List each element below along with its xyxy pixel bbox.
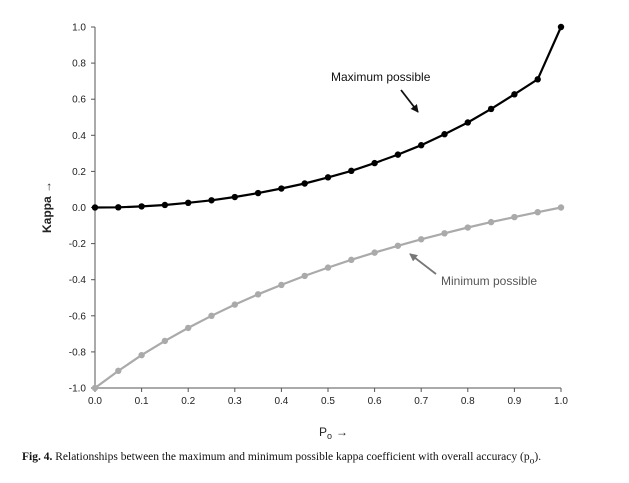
data-point (278, 281, 285, 289)
kappa-chart: 0.0 0.1 0.2 0.3 0.4 0.5 0.6 0.7 0.8 0.9 1.0 1.0 0.8… (40, 23, 568, 441)
y-tick-label: 0.6 (72, 95, 86, 106)
data-point (371, 159, 378, 167)
series-minimum (91, 204, 565, 392)
data-point (557, 204, 565, 211)
data-point (301, 272, 308, 280)
data-point (534, 208, 541, 216)
y-tick-label: -0.2 (69, 239, 87, 250)
y-tick-label: -0.4 (69, 275, 87, 286)
data-point (208, 312, 215, 319)
data-point (511, 213, 518, 221)
data-point (138, 203, 145, 210)
y-tick-label: 0.4 (72, 131, 86, 142)
x-tick-label: 0.6 (368, 396, 382, 407)
x-tick-label: 0.4 (274, 396, 288, 407)
data-point (418, 236, 425, 243)
caption-subscript: o (529, 455, 535, 467)
series-maximum (91, 23, 565, 211)
annotation-minimum-arrow (409, 253, 437, 275)
x-tick-label: 0.5 (321, 396, 335, 407)
series-line (94, 206, 562, 389)
data-point (115, 204, 122, 211)
data-point (557, 23, 565, 31)
x-axis-ticks: 0.0 0.1 0.2 0.3 0.4 0.5 0.6 0.7 0.8 0.9 1.0 (88, 388, 568, 407)
y-tick-label: 0.8 (72, 59, 86, 70)
y-tick-label: 0.0 (72, 203, 86, 214)
annotation-minimum-label: Minimum possible (441, 274, 537, 288)
data-point (464, 119, 471, 126)
annotation-maximum-label: Maximum possible (331, 70, 431, 84)
figure-caption: Fig. 4. Relationships between the maximu… (22, 451, 622, 466)
data-point (534, 76, 541, 83)
caption-end: ). (534, 451, 542, 463)
y-tick-label: -1.0 (69, 384, 87, 395)
x-tick-label: 0.1 (135, 396, 149, 407)
data-point (324, 174, 332, 181)
x-tick-label: 0.0 (88, 396, 102, 407)
data-point (185, 324, 192, 332)
data-point (161, 201, 169, 209)
series-layer (91, 23, 565, 392)
data-point (441, 230, 448, 237)
y-tick-label: -0.6 (69, 311, 87, 322)
data-point (441, 131, 448, 138)
data-point (115, 367, 122, 375)
y-axis-ticks: 1.0 0.8 0.6 0.4 0.2 0.0 -0.2 -0.4 -0.6 -0.8 -1.0 (69, 23, 95, 395)
data-point (487, 218, 495, 226)
y-tick-label: 0.2 (72, 167, 86, 178)
data-point (254, 291, 262, 298)
y-tick-label: -0.8 (69, 347, 87, 358)
data-point (91, 384, 99, 392)
data-point (278, 185, 285, 192)
x-tick-label: 0.3 (228, 396, 242, 407)
data-point (254, 189, 262, 197)
data-point (418, 142, 425, 149)
x-tick-label: 0.8 (461, 396, 475, 407)
data-point (208, 197, 215, 204)
data-point (161, 337, 169, 345)
data-point (394, 242, 402, 249)
x-tick-label: 0.9 (507, 396, 521, 407)
data-point (487, 105, 495, 113)
caption-text: Relationships between the maximum and mi… (55, 451, 530, 463)
annotation-layer: Maximum possible Minimum possible (331, 70, 537, 288)
x-tick-label: 0.2 (181, 396, 195, 407)
data-point (91, 204, 99, 211)
annotation-maximum-arrow (400, 89, 419, 113)
data-point (511, 91, 518, 98)
y-axis-title: Kappa → (40, 181, 54, 233)
x-axis-title: Po → (319, 425, 348, 440)
data-point (301, 180, 308, 187)
data-point (371, 249, 378, 256)
y-tick-label: 1.0 (72, 23, 86, 34)
x-tick-label: 1.0 (554, 396, 568, 407)
x-tick-label: 0.7 (414, 396, 428, 407)
data-point (464, 224, 471, 231)
data-point (394, 151, 402, 158)
data-point (138, 351, 145, 359)
data-point (348, 167, 355, 175)
data-point (348, 256, 355, 264)
caption-label: Fig. 4. (22, 451, 53, 463)
data-point (324, 264, 332, 271)
data-point (185, 199, 192, 207)
data-point (231, 193, 238, 201)
data-point (231, 301, 238, 308)
